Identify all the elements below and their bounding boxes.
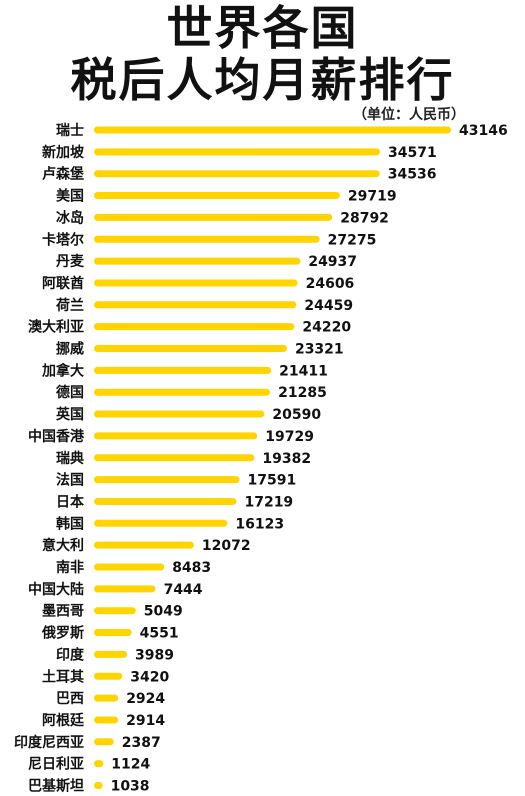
value-label: 34536 [388,167,437,183]
category-label: 德国 [56,384,84,401]
value-label: 19729 [265,429,314,445]
category-label: 卡塔尔 [42,231,84,248]
bar [94,126,451,134]
bar [94,650,128,658]
value-label: 1038 [111,779,150,795]
bar [94,738,114,746]
category-label: 土耳其 [42,668,84,685]
bar [94,323,295,331]
bar [94,519,228,527]
bar [94,192,340,200]
bar [94,432,258,440]
value-label: 4551 [140,626,179,642]
category-label: 中国香港 [28,428,85,445]
category-label: 巴西 [56,691,84,707]
bar [94,760,104,768]
category-label: 尼日利亚 [28,756,84,773]
value-label: 2387 [122,735,161,751]
bar [94,607,136,615]
title-line-2: 税后人均月薪排行 [70,53,455,107]
value-label: 21285 [278,385,327,401]
bar [94,301,297,309]
bar [94,672,123,680]
category-label: 法国 [56,472,84,489]
category-label: 中国大陆 [28,581,84,598]
bar [94,476,240,484]
value-label: 16123 [235,516,284,532]
bar [94,279,298,287]
value-label: 21411 [279,363,328,379]
value-label: 27275 [328,232,377,248]
value-label: 1124 [111,757,150,773]
bar [94,454,255,462]
category-label: 俄罗斯 [41,625,84,642]
category-label: 卢森堡 [42,166,84,183]
bar [94,563,165,571]
value-label: 12072 [202,538,251,554]
value-label: 24606 [306,276,355,292]
value-label: 2914 [126,713,165,729]
value-label: 24937 [308,254,357,270]
category-label: 美国 [56,188,84,205]
category-label: 冰岛 [56,209,84,226]
value-label: 2924 [126,691,165,707]
bar [94,366,272,374]
category-label: 印度尼西亚 [14,734,84,751]
value-label: 43146 [459,123,508,139]
bar [94,541,194,549]
chart-title: 世界各国 税后人均月薪排行 [0,2,525,106]
value-label: 5049 [144,604,183,620]
category-label: 丹麦 [56,253,85,270]
category-label: 加拿大 [41,362,84,379]
category-label: 南非 [56,559,84,576]
bar [94,148,381,156]
value-label: 8483 [172,560,211,576]
category-label: 荷兰 [55,297,84,314]
bar [94,235,320,243]
value-label: 23321 [295,342,344,358]
value-label: 28792 [340,210,389,226]
bar [94,388,271,396]
title-line-1: 世界各国 [166,1,359,55]
category-label: 墨西哥 [42,604,84,620]
category-label: 新加坡 [42,144,85,161]
value-label: 7444 [164,582,203,598]
bar [94,716,119,724]
value-label: 17219 [244,494,293,510]
category-label: 阿联酋 [42,275,84,292]
bar [94,629,132,637]
category-label: 澳大利亚 [28,319,84,336]
bar [94,213,333,221]
bar [94,345,287,352]
bar [94,782,103,789]
category-label: 日本 [56,493,85,510]
value-label: 34571 [388,145,437,161]
value-label: 24459 [304,298,353,314]
unit-note: （单位：人民币） [353,107,465,123]
value-label: 29719 [348,189,397,205]
category-label: 瑞士 [56,122,84,139]
value-label: 19382 [262,451,311,467]
value-label: 3989 [135,647,174,663]
category-label: 印度 [56,646,85,663]
bar [94,257,301,265]
bar [94,410,265,418]
value-label: 3420 [130,669,169,685]
category-label: 韩国 [56,515,84,532]
category-label: 意大利 [42,537,84,554]
bar [94,585,156,593]
bar [94,694,119,702]
bar [94,497,237,505]
category-label: 英国 [55,406,84,423]
category-label: 瑞典 [56,450,84,467]
bar [94,170,380,178]
category-label: 阿根廷 [42,712,85,729]
category-label: 挪威 [56,341,84,358]
value-label: 20590 [272,407,321,423]
value-label: 17591 [248,473,297,489]
value-label: 24220 [302,320,351,336]
category-label: 巴基斯坦 [28,778,84,795]
